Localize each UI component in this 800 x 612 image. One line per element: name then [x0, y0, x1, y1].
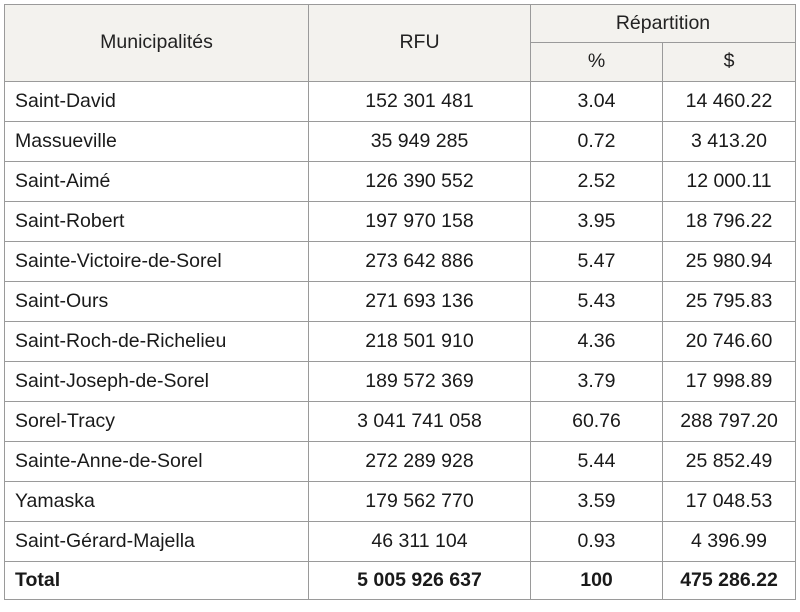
table-row: Saint-Joseph-de-Sorel 189 572 369 3.79 17 9…	[4, 361, 796, 402]
table-row: Massueville 35 949 285 0.72 3 413.20	[4, 121, 796, 162]
rfu-value: 126 390 552	[308, 161, 531, 202]
total-percent: 100	[530, 561, 663, 600]
percent-value: 5.47	[530, 241, 663, 282]
municipality-name: Saint-Roch-de-Richelieu	[4, 321, 309, 362]
total-amount: 475 286.22	[662, 561, 796, 600]
municipality-name: Sainte-Anne-de-Sorel	[4, 441, 309, 482]
percent-value: 0.93	[530, 521, 663, 562]
amount-value: 288 797.20	[662, 401, 796, 442]
municipality-name: Saint-Ours	[4, 281, 309, 322]
municipality-name: Saint-Gérard-Majella	[4, 521, 309, 562]
table-body: Saint-David 152 301 481 3.04 14 460.22 Massu…	[4, 81, 796, 600]
rfu-value: 3 041 741 058	[308, 401, 531, 442]
municipality-name: Yamaska	[4, 481, 309, 522]
header-repartition: Répartition	[530, 4, 796, 43]
percent-value: 3.79	[530, 361, 663, 402]
amount-value: 14 460.22	[662, 81, 796, 122]
percent-value: 60.76	[530, 401, 663, 442]
header-rfu: RFU	[308, 4, 531, 82]
percent-value: 2.52	[530, 161, 663, 202]
rfu-value: 273 642 886	[308, 241, 531, 282]
rfu-value: 46 311 104	[308, 521, 531, 562]
rfu-value: 35 949 285	[308, 121, 531, 162]
header-percent: %	[530, 42, 663, 82]
table-row: Sainte-Victoire-de-Sorel 273 642 886 5.47 2…	[4, 241, 796, 282]
table-row: Saint-David 152 301 481 3.04 14 460.22	[4, 81, 796, 122]
amount-value: 4 396.99	[662, 521, 796, 562]
table-row: Yamaska 179 562 770 3.59 17 048.53	[4, 481, 796, 522]
total-label: Total	[4, 561, 309, 600]
municipality-name: Saint-Robert	[4, 201, 309, 242]
amount-value: 17 048.53	[662, 481, 796, 522]
table-row: Saint-Roch-de-Richelieu 218 501 910 4.36 20…	[4, 321, 796, 362]
rfu-value: 197 970 158	[308, 201, 531, 242]
amount-value: 20 746.60	[662, 321, 796, 362]
table-row: Sorel-Tracy 3 041 741 058 60.76 288 797.20	[4, 401, 796, 442]
rfu-value: 189 572 369	[308, 361, 531, 402]
percent-value: 0.72	[530, 121, 663, 162]
amount-value: 25 980.94	[662, 241, 796, 282]
percent-value: 4.36	[530, 321, 663, 362]
table-row: Saint-Gérard-Majella 46 311 104 0.93 4 396.…	[4, 521, 796, 562]
municipality-name: Sainte-Victoire-de-Sorel	[4, 241, 309, 282]
amount-value: 25 852.49	[662, 441, 796, 482]
rfu-value: 272 289 928	[308, 441, 531, 482]
rfu-value: 152 301 481	[308, 81, 531, 122]
amount-value: 12 000.11	[662, 161, 796, 202]
table-row: Sainte-Anne-de-Sorel 272 289 928 5.44 25 85…	[4, 441, 796, 482]
municipality-name: Saint-Joseph-de-Sorel	[4, 361, 309, 402]
repartition-table: Municipalités RFU Répartition % $ Saint-…	[4, 4, 796, 600]
header-municipalites: Municipalités	[4, 4, 309, 82]
rfu-value: 179 562 770	[308, 481, 531, 522]
table-row: Saint-Ours 271 693 136 5.43 25 795.83	[4, 281, 796, 322]
percent-value: 5.44	[530, 441, 663, 482]
municipality-name: Massueville	[4, 121, 309, 162]
table-row: Saint-Aimé 126 390 552 2.52 12 000.11	[4, 161, 796, 202]
municipality-name: Saint-David	[4, 81, 309, 122]
percent-value: 5.43	[530, 281, 663, 322]
rfu-value: 271 693 136	[308, 281, 531, 322]
municipality-name: Sorel-Tracy	[4, 401, 309, 442]
table-header: Municipalités RFU Répartition % $	[4, 4, 796, 82]
table-row: Saint-Robert 197 970 158 3.95 18 796.22	[4, 201, 796, 242]
amount-value: 18 796.22	[662, 201, 796, 242]
percent-value: 3.04	[530, 81, 663, 122]
amount-value: 3 413.20	[662, 121, 796, 162]
total-rfu: 5 005 926 637	[308, 561, 531, 600]
total-row: Total 5 005 926 637 100 475 286.22	[4, 561, 796, 600]
rfu-value: 218 501 910	[308, 321, 531, 362]
amount-value: 17 998.89	[662, 361, 796, 402]
header-dollar: $	[662, 42, 796, 82]
municipality-name: Saint-Aimé	[4, 161, 309, 202]
percent-value: 3.95	[530, 201, 663, 242]
amount-value: 25 795.83	[662, 281, 796, 322]
percent-value: 3.59	[530, 481, 663, 522]
